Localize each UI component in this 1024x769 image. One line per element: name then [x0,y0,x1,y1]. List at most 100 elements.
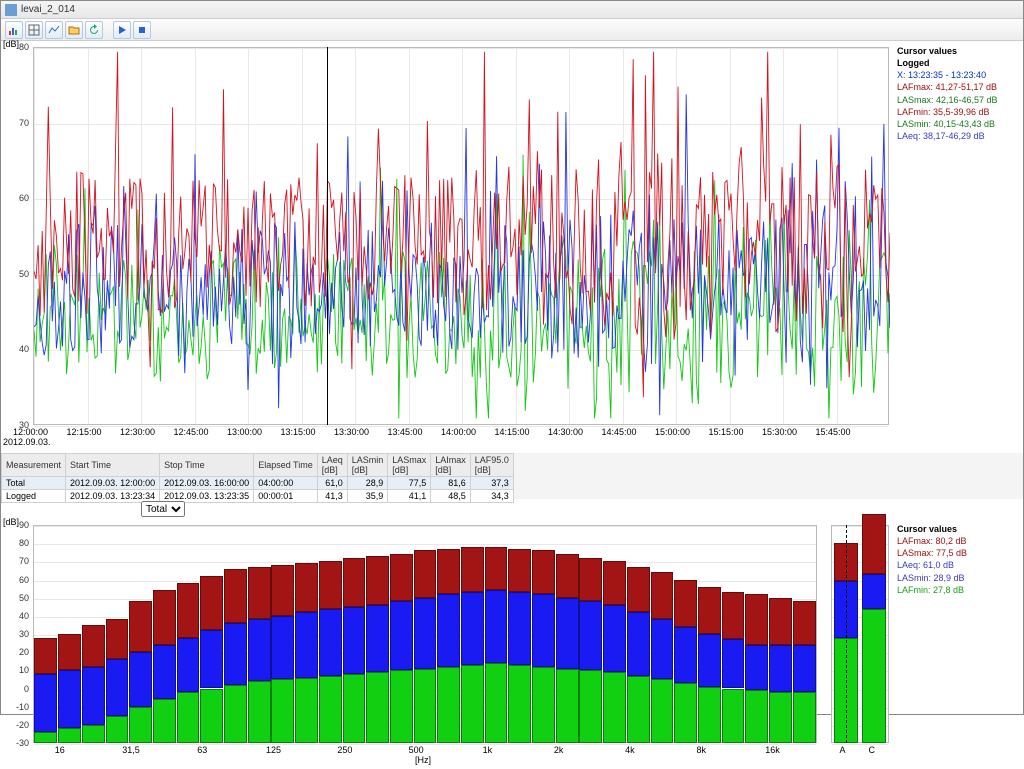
cursor-line: LAFmax: 41,27-51,17 dB [897,81,1019,93]
spectrum-bar [177,526,200,744]
spectrum-bar [651,526,674,744]
table-cell: 81,6 [431,477,471,490]
spectrum-bar [485,526,508,744]
cursor-marker[interactable] [846,525,847,743]
spectrum-bar [793,526,816,744]
play-button[interactable] [113,21,131,39]
cursor-line: LASmax: 42,16-46,57 dB [897,94,1019,106]
y-tick-label: -30 [1,738,29,748]
spectrum-bar [461,526,484,744]
spectrum-bar [224,526,247,744]
x-tick-label: 12:00:00 [13,427,63,437]
x-tick-label: 2k [544,745,574,755]
x-tick-label: 15:30:00 [762,427,812,437]
tool-chart-icon[interactable] [5,21,23,39]
table-cell: 61,0 [317,477,347,490]
spectrum-bar [248,526,271,744]
spectrum-bar [579,526,602,744]
stop-button[interactable] [133,21,151,39]
cursor-line: LASmax: 77,5 dB [897,547,1019,559]
spectrum-bar [603,526,626,744]
x-tick-label: 125 [259,745,289,755]
table-cell: Total [2,477,66,490]
x-tick-label: 14:15:00 [495,427,545,437]
cursor-line: LAFmin: 35,5-39,96 dB [897,106,1019,118]
y-tick-label: 50 [1,593,29,603]
x-tick-label: 16 [45,745,75,755]
y-tick-label: -20 [1,720,29,730]
spectrum-bar [414,526,437,744]
x-tick-label: 8k [686,745,716,755]
spectrum-bar [674,526,697,744]
spectrum-bar [343,526,366,744]
x-tick-label: 15:00:00 [655,427,705,437]
x-tick-label: 15:15:00 [709,427,759,437]
spectrum-bar [698,526,721,744]
spectrum-chart[interactable]: [dB][Hz]-30-20-1001020304050607080901631… [1,519,893,769]
spectrum-bar [390,526,413,744]
spectrum-bar [319,526,342,744]
x-tick-label: 12:30:00 [120,427,170,437]
cursor-line: LASmin: 40,15-43,43 dB [897,118,1019,130]
spectrum-bar [58,526,81,744]
time-chart[interactable]: [dB]30405060708012:00:0012:15:0012:30:00… [1,41,893,453]
cursor-header-bottom: Cursor values [897,523,1019,535]
x-tick-label: 15:45:00 [816,427,866,437]
y-tick-label: 60 [1,193,29,203]
spectrum-bar [200,526,223,744]
app-icon [5,4,17,16]
y-tick-label: 30 [1,629,29,639]
cursor-line: LAFmax: 80,2 dB [897,535,1019,547]
y-tick-label: 40 [1,611,29,621]
measurement-select[interactable]: Total [141,501,185,517]
cursor-marker[interactable] [327,47,328,425]
tool-folder-icon[interactable] [65,21,83,39]
table-header: Elapsed Time [254,454,318,477]
x-tick-label: 13:30:00 [334,427,384,437]
y-tick-label: 80 [1,538,29,548]
y-tick-label: 20 [1,647,29,657]
spectrum-bar [295,526,318,744]
x-tick-label: 16k [757,745,787,755]
y-tick-label: 70 [1,118,29,128]
weighting-label: A [840,745,846,755]
x-tick-label: 14:30:00 [548,427,598,437]
y-tick-label: 50 [1,269,29,279]
table-cell: 28,9 [347,477,388,490]
table-cell: 37,3 [470,477,513,490]
x-tick-label: 12:45:00 [174,427,224,437]
y-tick-label: 70 [1,556,29,566]
x-tick-label: 13:00:00 [227,427,277,437]
table-cell: 2012.09.03. 16:00:00 [160,477,254,490]
spectrum-bar [532,526,555,744]
table-cell: 77,5 [388,477,431,490]
x-tick-label: 13:45:00 [388,427,438,437]
x-tick-label: 250 [330,745,360,755]
tool-refresh-icon[interactable] [85,21,103,39]
table-cell: 04:00:00 [254,477,318,490]
title-bar: levai_2_014 [1,1,1023,19]
y-tick-label: 40 [1,344,29,354]
x-tick-label: 63 [187,745,217,755]
x-tick-label: 1k [472,745,502,755]
tool-line-icon[interactable] [45,21,63,39]
x-tick-label: 13:15:00 [281,427,331,437]
spectrum-bar [129,526,152,744]
x-date-label: 2012.09.03. [3,437,51,447]
spectrum-bar [82,526,105,744]
cursor-line: LAeq: 38,17-46,29 dB [897,130,1019,142]
x-tick-label: 4k [615,745,645,755]
window-title: levai_2_014 [21,4,75,15]
table-header: LASmin[dB] [347,454,388,477]
spectrum-bar [769,526,792,744]
spectrum-bar [34,526,57,744]
spectrum-bar [271,526,294,744]
spectrum-bar [153,526,176,744]
measurement-table: MeasurementStart TimeStop TimeElapsed Ti… [1,453,1023,499]
table-row[interactable]: Total2012.09.03. 12:00:002012.09.03. 16:… [2,477,514,490]
tool-grid-icon[interactable] [25,21,43,39]
cursor-line: LAeq: 61,0 dB [897,559,1019,571]
spectrum-bar [437,526,460,744]
cursor-line: LASmin: 28,9 dB [897,572,1019,584]
spectrum-bar [508,526,531,744]
